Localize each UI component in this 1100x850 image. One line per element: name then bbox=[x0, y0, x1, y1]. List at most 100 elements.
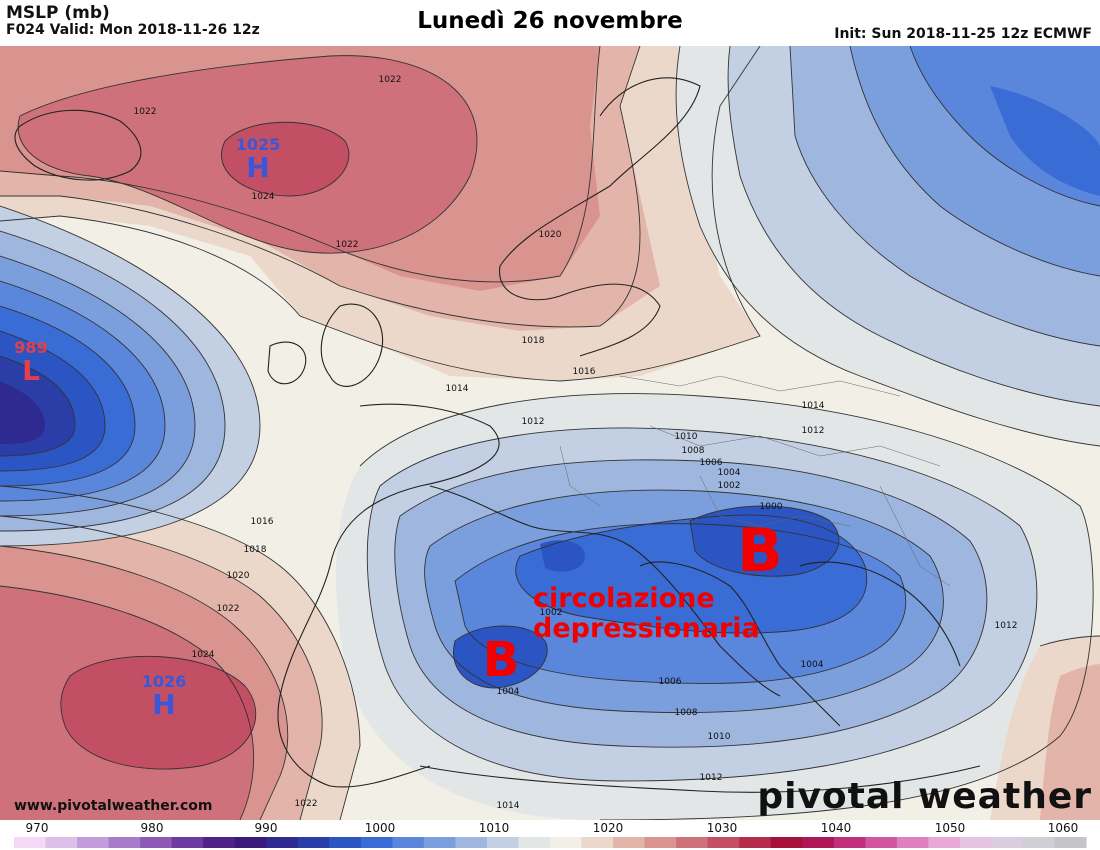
isobar-label: 1024 bbox=[251, 192, 275, 202]
isobar-label: 1002 bbox=[717, 481, 741, 491]
colorbar-tick: 1050 bbox=[934, 821, 966, 835]
ne-core bbox=[990, 86, 1100, 196]
header: MSLP (mb) F024 Valid: Mon 2018-11-26 12z… bbox=[0, 0, 1100, 46]
colorbar-swatch bbox=[959, 837, 992, 848]
colorbar-swatch bbox=[707, 837, 740, 848]
annotation-low-west: B bbox=[482, 632, 520, 688]
borders bbox=[559, 375, 951, 587]
annotation-low-east: B bbox=[737, 516, 783, 586]
isobar-label: 1022 bbox=[133, 107, 157, 117]
colorbar-swatch bbox=[802, 837, 835, 848]
colorbar-tick: 1020 bbox=[592, 821, 624, 835]
annotation-text: circolazione depressionaria bbox=[533, 584, 760, 644]
isobar-label: 1010 bbox=[674, 432, 698, 442]
colorbar-tick: 1010 bbox=[478, 821, 510, 835]
isobar-label: 1004 bbox=[496, 687, 520, 697]
isobar-label: 1020 bbox=[538, 230, 562, 240]
colorbar-swatch bbox=[550, 837, 583, 848]
isobar-label: 1006 bbox=[658, 677, 682, 687]
isobar-label: 1014 bbox=[445, 384, 469, 394]
isobar-label: 1016 bbox=[572, 367, 596, 377]
main-title: Lunedì 26 novembre bbox=[417, 8, 683, 34]
colorbar-swatch bbox=[928, 837, 961, 848]
isobar-label: 1016 bbox=[250, 517, 274, 527]
isobar-label: 1012 bbox=[801, 426, 825, 436]
field-title: MSLP (mb) bbox=[6, 3, 110, 23]
isobar-label: 1018 bbox=[243, 545, 267, 555]
high-center-value: 1026 bbox=[141, 672, 187, 691]
isobar-label: 1004 bbox=[717, 468, 741, 478]
map-canvas bbox=[0, 46, 1100, 820]
isobar-label: 1012 bbox=[994, 621, 1018, 631]
med-core-tyrrhenian bbox=[540, 540, 585, 572]
annotation-line-2: depressionaria bbox=[533, 613, 760, 644]
isobar-label: 1018 bbox=[521, 336, 545, 346]
isobar-label: 1022 bbox=[378, 75, 402, 85]
colorbar-swatch bbox=[140, 837, 173, 848]
colorbar-tick: 1000 bbox=[364, 821, 396, 835]
colorbar-tick: 1060 bbox=[1047, 821, 1079, 835]
header-left: MSLP (mb) F024 Valid: Mon 2018-11-26 12z bbox=[6, 4, 260, 39]
colorbar-swatch bbox=[739, 837, 772, 848]
colorbar-swatch bbox=[108, 837, 141, 848]
isobar-label: 1004 bbox=[800, 660, 824, 670]
annotation-line-1: circolazione bbox=[533, 583, 715, 614]
high-center-letter: H bbox=[246, 151, 270, 184]
colorbar-swatch bbox=[392, 837, 425, 848]
med-core-west bbox=[453, 626, 548, 688]
colorbar-swatch bbox=[991, 837, 1024, 848]
colorbar-swatch bbox=[770, 837, 803, 848]
colorbar-swatches bbox=[14, 837, 1087, 848]
isobar-label: 1010 bbox=[707, 732, 731, 742]
colorbar-swatch bbox=[613, 837, 646, 848]
isobar-label: 1022 bbox=[335, 240, 359, 250]
isobar-label: 1014 bbox=[801, 401, 825, 411]
colorbar-swatch bbox=[360, 837, 393, 848]
low-center-value: 989 bbox=[14, 338, 48, 357]
colorbar-swatch bbox=[865, 837, 898, 848]
colorbar-swatch bbox=[1054, 837, 1087, 848]
colorbar-swatch bbox=[45, 837, 78, 848]
colorbar-swatch bbox=[896, 837, 929, 848]
high-center-value: 1025 bbox=[235, 135, 281, 154]
colorbar: 970 980 990 1000 1010 1020 1030 1040 105… bbox=[0, 820, 1100, 850]
colorbar-swatch bbox=[581, 837, 614, 848]
colorbar-swatch bbox=[234, 837, 267, 848]
isobar-lines bbox=[0, 46, 1100, 820]
valid-time: F024 Valid: Mon 2018-11-26 12z bbox=[6, 22, 260, 38]
colorbar-swatch bbox=[77, 837, 110, 848]
init-time: Init: Sun 2018-11-25 12z ECMWF bbox=[834, 26, 1092, 42]
se-warm-2 bbox=[1040, 664, 1100, 820]
colorbar-tick: 1040 bbox=[820, 821, 852, 835]
region-1024-north bbox=[221, 122, 349, 196]
colorbar-tick: 990 bbox=[254, 821, 278, 835]
colorbar-swatch bbox=[423, 837, 456, 848]
region-1024-south bbox=[60, 656, 256, 770]
colorbar-swatch bbox=[644, 837, 677, 848]
colorbar-swatch bbox=[329, 837, 362, 848]
isobar-label: 1020 bbox=[226, 571, 250, 581]
isobar-label: 1008 bbox=[681, 446, 705, 456]
pressure-map: 1022 1022 1024 1022 1020 1018 1016 1014 … bbox=[0, 46, 1100, 820]
colorbar-swatch bbox=[486, 837, 519, 848]
isobar-label: 1012 bbox=[521, 417, 545, 427]
colorbar-swatch bbox=[676, 837, 709, 848]
colorbar-tick: 970 bbox=[25, 821, 49, 835]
low-west-core bbox=[0, 381, 45, 444]
isobar-label: 1008 bbox=[674, 708, 698, 718]
colorbar-swatch bbox=[297, 837, 330, 848]
isobar-label: 1000 bbox=[759, 502, 783, 512]
isobar-label: 1006 bbox=[699, 458, 723, 468]
site-url: www.pivotalweather.com bbox=[14, 798, 213, 814]
colorbar-tick: 980 bbox=[140, 821, 164, 835]
colorbar-swatch bbox=[455, 837, 488, 848]
colorbar-swatch bbox=[518, 837, 551, 848]
isobar-label: 1014 bbox=[496, 801, 520, 811]
isobar-label: 1024 bbox=[191, 650, 215, 660]
colorbar-swatch bbox=[1022, 837, 1055, 848]
colorbar-swatch bbox=[833, 837, 866, 848]
coastlines bbox=[14, 77, 981, 793]
isobar-label: 1022 bbox=[294, 799, 318, 809]
high-center-letter: H bbox=[152, 688, 176, 721]
colorbar-swatch bbox=[266, 837, 299, 848]
